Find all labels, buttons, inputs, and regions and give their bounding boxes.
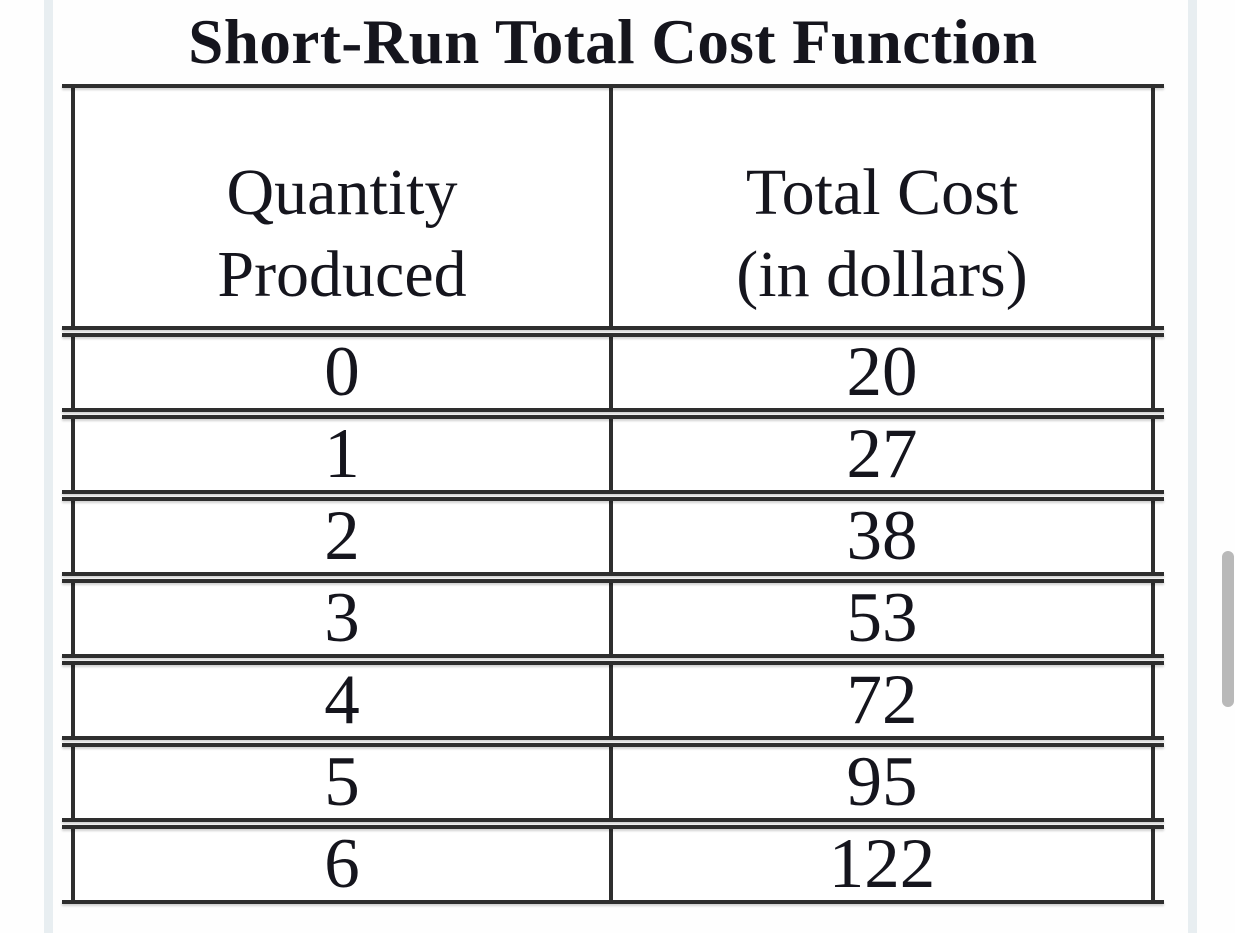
total-cost-cell: 27 [846, 415, 918, 493]
quantity-cell: 3 [75, 579, 613, 658]
table-row: 3 53 [62, 579, 1164, 658]
page-title: Short-Run Total Cost Function [188, 6, 1038, 77]
total-cost-cell: 72 [846, 661, 918, 739]
quantity-cell: 6 [75, 825, 613, 904]
header-quantity-line1: Quantity [226, 156, 458, 229]
total-cost-cell: 38 [846, 497, 918, 575]
table-row: 5 95 [62, 743, 1164, 822]
page-edge-right [1188, 0, 1197, 933]
header-total-cost-line2: (in dollars) [736, 238, 1028, 311]
table-row: 2 38 [62, 497, 1164, 576]
table-header-row: Quantity Produced Total Cost (in dollars… [62, 84, 1164, 330]
cost-table: Quantity Produced Total Cost (in dollars… [62, 84, 1164, 904]
quantity-cell: 2 [75, 497, 613, 576]
page-edge-left [44, 0, 53, 933]
table-row: 0 20 [62, 333, 1164, 412]
header-cell-total-cost: Total Cost (in dollars) [613, 84, 1151, 330]
header-quantity-line2: Produced [217, 238, 467, 311]
quantity-cell: 0 [75, 333, 613, 412]
document-page: Short-Run Total Cost Function Quantity P… [62, 0, 1164, 907]
total-cost-cell: 20 [846, 333, 918, 411]
quantity-cell: 4 [75, 661, 613, 740]
table-row: 4 72 [62, 661, 1164, 740]
scrollbar-thumb[interactable] [1222, 551, 1234, 707]
total-cost-cell: 122 [828, 825, 936, 903]
quantity-cell: 1 [75, 415, 613, 494]
quantity-cell: 5 [75, 743, 613, 822]
total-cost-cell: 95 [846, 743, 918, 821]
total-cost-cell: 53 [846, 579, 918, 657]
header-cell-quantity: Quantity Produced [75, 84, 613, 330]
header-total-cost-line1: Total Cost [745, 156, 1019, 229]
table-row: 1 27 [62, 415, 1164, 494]
table-row: 6 122 [62, 825, 1164, 904]
